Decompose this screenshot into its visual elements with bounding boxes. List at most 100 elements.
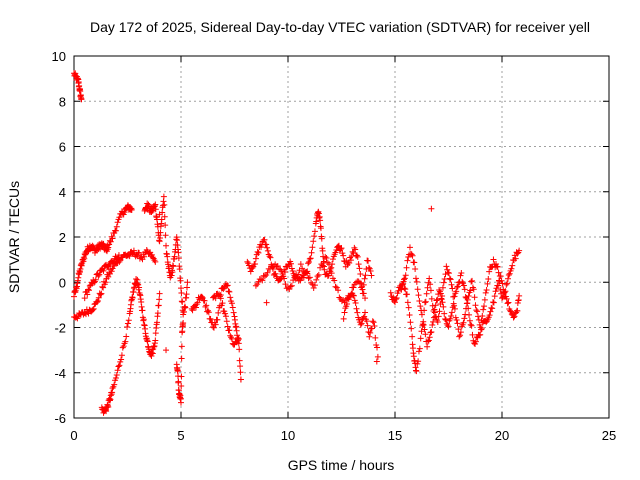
data-point: [212, 321, 219, 328]
data-point: [367, 268, 374, 275]
data-point: [125, 317, 132, 324]
data-point: [359, 286, 366, 293]
data-point: [274, 262, 281, 269]
data-point: [258, 244, 265, 251]
data-point: [288, 265, 295, 272]
data-point: [467, 287, 474, 294]
x-axis-label: GPS time / hours: [288, 457, 395, 473]
data-point: [445, 270, 452, 277]
data-point: [237, 363, 244, 370]
data-point: [161, 201, 168, 208]
data-point: [500, 286, 507, 293]
data-point: [414, 360, 421, 367]
data-point: [489, 305, 496, 312]
data-point: [357, 321, 364, 328]
data-point: [97, 291, 104, 298]
data-point: [288, 282, 295, 289]
data-point: [287, 283, 294, 290]
data-point: [123, 333, 130, 340]
data-point: [514, 250, 521, 257]
data-point: [431, 309, 438, 316]
data-point: [215, 309, 222, 316]
data-point: [428, 205, 435, 212]
data-point: [368, 272, 375, 279]
data-point: [479, 312, 486, 319]
data-point: [108, 268, 115, 275]
data-point: [462, 294, 469, 301]
data-point: [105, 244, 112, 251]
data-point: [205, 309, 212, 316]
data-point: [347, 257, 354, 264]
data-point: [178, 289, 185, 296]
data-point: [412, 275, 419, 282]
data-point: [427, 281, 434, 288]
data-point: [362, 272, 369, 279]
data-point: [338, 298, 345, 305]
data-point: [446, 275, 453, 282]
data-point: [400, 276, 407, 283]
data-point: [207, 315, 214, 322]
y-tick-label: 0: [59, 275, 66, 290]
data-point: [415, 292, 422, 299]
data-point: [485, 276, 492, 283]
data-point: [451, 293, 458, 300]
data-point: [331, 277, 338, 284]
data-point: [438, 296, 445, 303]
data-point: [480, 306, 487, 313]
data-point: [454, 320, 461, 327]
data-point: [335, 287, 342, 294]
data-point: [461, 315, 468, 322]
data-point: [255, 249, 262, 256]
data-point: [94, 299, 101, 306]
data-point: [433, 297, 440, 304]
data-point: [366, 333, 373, 340]
data-point: [434, 296, 441, 303]
data-point: [328, 264, 335, 271]
data-point: [464, 300, 471, 307]
data-point: [426, 334, 433, 341]
data-point: [486, 312, 493, 319]
data-point: [430, 314, 437, 321]
data-point: [507, 307, 514, 314]
data-point: [254, 248, 261, 255]
data-point: [244, 258, 251, 265]
data-point: [408, 251, 415, 258]
data-point: [136, 284, 143, 291]
data-point: [413, 278, 420, 285]
data-point: [453, 288, 460, 295]
data-point: [247, 268, 254, 275]
data-point: [340, 252, 347, 259]
data-point: [449, 304, 456, 311]
data-point: [466, 317, 473, 324]
data-point: [358, 320, 365, 327]
data-point: [236, 357, 243, 364]
data-point: [466, 311, 473, 318]
data-point: [222, 310, 229, 317]
data-point: [403, 264, 410, 271]
data-point: [308, 279, 315, 286]
data-point: [114, 219, 121, 226]
data-point: [263, 299, 270, 306]
data-point: [437, 290, 444, 297]
data-point: [124, 320, 131, 327]
data-point: [445, 269, 452, 276]
data-point: [504, 275, 511, 282]
data-point: [100, 284, 107, 291]
data-point: [427, 329, 434, 336]
data-point: [219, 300, 226, 307]
data-point: [360, 315, 367, 322]
data-point: [354, 253, 361, 260]
data-point: [495, 282, 502, 289]
data-point: [337, 246, 344, 253]
data-point: [449, 285, 456, 292]
data-point: [497, 286, 504, 293]
data-point: [192, 304, 199, 311]
data-point: [505, 271, 512, 278]
data-point: [124, 324, 131, 331]
data-point: [140, 316, 147, 323]
data-point: [94, 298, 101, 305]
data-point: [170, 263, 177, 270]
y-tick-label: 8: [59, 94, 66, 109]
data-point: [321, 266, 328, 273]
data-point: [95, 272, 102, 279]
